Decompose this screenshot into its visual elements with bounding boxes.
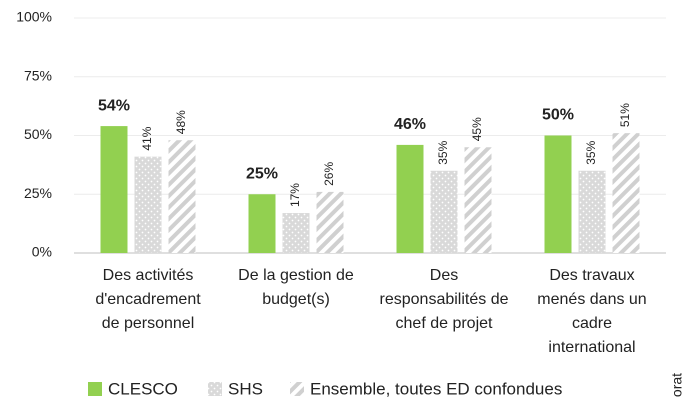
x-tick-label: d'encadrement bbox=[95, 291, 201, 308]
bar bbox=[134, 156, 162, 253]
bar bbox=[578, 170, 606, 253]
data-label: 51% bbox=[618, 103, 632, 127]
legend-swatch bbox=[290, 382, 304, 396]
data-label: 25% bbox=[246, 165, 278, 182]
legend-label: CLESCO bbox=[108, 379, 178, 398]
y-tick-label: 100% bbox=[16, 9, 52, 25]
y-tick-label: 25% bbox=[24, 185, 52, 201]
x-tick-label: menés dans un bbox=[537, 291, 646, 308]
data-label: 41% bbox=[140, 126, 154, 150]
data-label: 50% bbox=[542, 107, 574, 124]
y-tick-label: 50% bbox=[24, 126, 52, 142]
data-label: 35% bbox=[436, 140, 450, 164]
bar bbox=[396, 144, 424, 253]
x-tick-label: cadre bbox=[572, 315, 612, 332]
x-tick-label: Des activités bbox=[103, 267, 194, 284]
bar bbox=[430, 170, 458, 253]
data-label: 54% bbox=[98, 97, 130, 114]
data-label: 46% bbox=[394, 116, 426, 133]
legend-label: Ensemble, toutes ED confondues bbox=[310, 379, 562, 398]
x-tick-label: international bbox=[548, 339, 635, 356]
bar bbox=[248, 194, 276, 253]
x-tick-label: chef de projet bbox=[396, 315, 494, 332]
bar bbox=[168, 140, 196, 253]
x-tick-label: budget(s) bbox=[262, 291, 330, 308]
data-label: 45% bbox=[470, 117, 484, 141]
legend-swatch bbox=[88, 382, 102, 396]
x-tick-label: Des bbox=[430, 267, 458, 284]
y-tick-label: 0% bbox=[32, 244, 52, 260]
source-note: orat bbox=[669, 373, 685, 397]
data-label: 48% bbox=[174, 110, 188, 134]
bar bbox=[282, 213, 310, 253]
data-label: 35% bbox=[584, 140, 598, 164]
x-tick-label: De la gestion de bbox=[238, 267, 354, 284]
bar bbox=[100, 126, 128, 253]
data-label: 17% bbox=[288, 183, 302, 207]
bar bbox=[464, 147, 492, 253]
legend-label: SHS bbox=[228, 379, 263, 398]
data-label: 26% bbox=[322, 162, 336, 186]
x-tick-label: responsabilités de bbox=[380, 291, 509, 308]
y-tick-label: 75% bbox=[24, 67, 52, 83]
legend-swatch bbox=[208, 382, 222, 396]
bar bbox=[544, 135, 572, 253]
x-tick-label: Des travaux bbox=[549, 267, 634, 284]
bar bbox=[612, 133, 640, 253]
x-tick-label: de personnel bbox=[102, 315, 195, 332]
bar bbox=[316, 191, 344, 253]
